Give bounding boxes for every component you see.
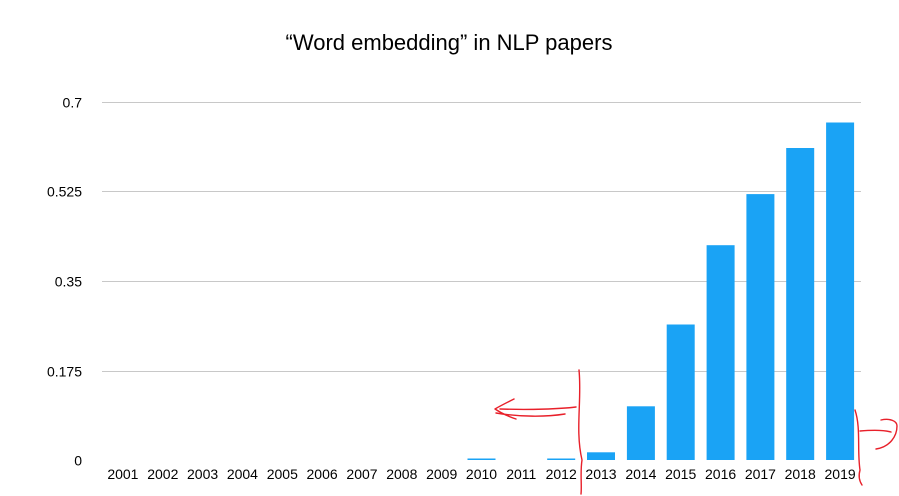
- x-tick-label: 2014: [625, 466, 656, 482]
- x-tick-label: 2013: [585, 466, 616, 482]
- x-tick-label: 2018: [785, 466, 816, 482]
- x-tick-label: 2011: [506, 466, 536, 482]
- bar: [547, 458, 576, 460]
- x-axis-tick-labels: 2001 2002 2003 2004 2005 2006 2007 2008 2009 2010…: [107, 466, 856, 482]
- x-tick-label: 2005: [267, 466, 298, 482]
- x-tick-label: 2016: [705, 466, 736, 482]
- x-tick-label: 2019: [825, 466, 856, 482]
- x-tick-label: 2015: [665, 466, 696, 482]
- chart-title: “Word embedding” in NLP papers: [286, 30, 613, 55]
- x-tick-label: 2007: [346, 466, 377, 482]
- bar: [626, 406, 655, 460]
- y-tick-label: 0.7: [63, 95, 83, 111]
- annotation-divider-line-left: [578, 369, 583, 495]
- bar: [746, 194, 775, 460]
- y-tick-label: 0: [74, 453, 82, 469]
- handwritten-annotations: [494, 369, 898, 495]
- y-tick-label: 0.525: [47, 184, 82, 200]
- bar: [587, 452, 615, 460]
- x-tick-label: 2009: [426, 466, 457, 482]
- bar: [826, 122, 855, 460]
- y-axis-tick-labels: 0 0.175 0.35 0.525 0.7: [47, 95, 82, 469]
- annotation-divider-line-right: [854, 409, 863, 486]
- bars: [467, 122, 855, 460]
- y-tick-label: 0.35: [55, 274, 82, 290]
- x-tick-label: 2012: [546, 466, 577, 482]
- x-tick-label: 2008: [386, 466, 417, 482]
- x-tick-label: 2002: [147, 466, 178, 482]
- y-tick-label: 0.175: [47, 364, 82, 380]
- annotation-left-arrow: [494, 398, 577, 420]
- x-tick-label: 2004: [227, 466, 258, 482]
- bar: [706, 245, 735, 460]
- bar: [467, 458, 496, 460]
- bar: [786, 148, 815, 460]
- x-tick-label: 2003: [187, 466, 218, 482]
- x-tick-label: 2006: [307, 466, 338, 482]
- x-tick-label: 2010: [466, 466, 497, 482]
- annotation-right-arrow: [859, 418, 898, 450]
- x-tick-label: 2001: [107, 466, 138, 482]
- x-tick-label: 2017: [745, 466, 776, 482]
- bar: [666, 324, 695, 460]
